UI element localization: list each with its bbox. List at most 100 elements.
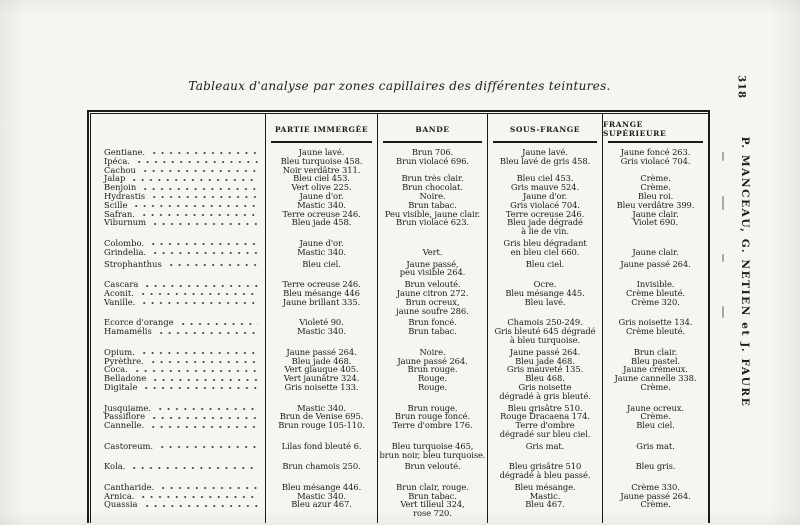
table-cell <box>378 430 487 439</box>
table-cell: Brun rouge foncé. <box>394 411 471 422</box>
substance-name: Quassia <box>104 499 138 510</box>
row-label <box>91 307 265 316</box>
row-label <box>91 227 265 236</box>
dot-leader <box>139 209 258 219</box>
substance-name: Coca. <box>104 364 128 375</box>
table-cell: Bleu jade dégradé <box>507 217 583 228</box>
row-group: Terre ocreuse 246. Bleu mésange 446 Jaune … <box>266 280 377 315</box>
row-label: Jusquiame. <box>91 402 265 413</box>
row-group: Gris noisette 134. Crème bleuté. <box>603 318 708 344</box>
row-label: Scille <box>91 200 265 210</box>
row-label: Arnica. <box>91 491 265 501</box>
substance-name: Jusquiame. <box>104 402 152 413</box>
row-label: Colombo. <box>91 239 265 248</box>
row-group: Bleu turquoise 465, brun noir, bleu turqu… <box>378 441 487 460</box>
table-cell: Jaune d'or. <box>522 190 568 201</box>
header-label: PARTIE IMMERGÉE <box>274 124 369 134</box>
table-header-row: PARTIE IMMERGÉE BANDE SOUS-FRANGE FRANGE… <box>91 114 708 147</box>
scan-artifact <box>722 152 724 161</box>
table-cell: Vert glauque 405. <box>284 364 359 375</box>
table-cell: Bleu grisâtre 510. <box>507 402 583 413</box>
dot-leader <box>150 412 258 422</box>
table-cell: Gris noisette <box>518 381 572 392</box>
header-bande: BANDE <box>378 114 488 147</box>
row-group: Jaune lavé. Bleu turquoise 458. Noir verdâ… <box>266 148 377 236</box>
table-cell: Brun 706. <box>411 147 454 157</box>
table-cell: Mastic 340. <box>297 199 346 210</box>
dot-leader <box>150 191 258 201</box>
header-label: FRANGE SUPÉRIEURE <box>603 120 667 138</box>
table-cell: Gris bleu dégradant <box>503 237 587 248</box>
substance-name: Jalap <box>104 173 126 184</box>
row-group: Bleu ciel. <box>488 259 602 278</box>
row-group: Noire. Jaune passé 264. Brun rouge. Rouge. R… <box>378 346 487 401</box>
row-group: Brun foncé. Brun tabac. <box>378 318 487 344</box>
row-label: Vanille. <box>91 297 265 307</box>
table-cell: Jaune clair. <box>632 246 679 257</box>
table-cell: Rouge. <box>417 373 448 384</box>
table-cell: Jaune d'or. <box>299 237 344 248</box>
table-cell: Jaune passé, <box>406 258 459 269</box>
row-group: Bleu mésange 446. Mastic 340. Bleu azur 46… <box>266 483 377 518</box>
table-cell: Brun ocreux, <box>405 296 460 307</box>
table-cell: Bleu mésange 446. <box>281 481 362 492</box>
row-label: Passiflore <box>91 411 265 422</box>
substance-name: Cantharide. <box>104 481 155 492</box>
header-partie-immergee: PARTIE IMMERGÉE <box>266 114 378 147</box>
row-label: Quassia <box>91 499 265 510</box>
table-cell <box>603 307 708 316</box>
table-cell: Jaune passé 264. <box>286 346 357 357</box>
substance-name: Grindelia. <box>104 246 147 257</box>
table-cell: Bleu 468. <box>525 373 565 384</box>
row-label <box>91 336 265 345</box>
substance-name: Colombo. <box>104 237 145 248</box>
table-title: Tableaux d'analyse par zones capillaires… <box>188 79 611 93</box>
table-cell: Jaune brillant 335. <box>282 296 361 307</box>
substance-name: Benjoin <box>104 182 137 193</box>
substance-name: Cascara <box>104 279 139 290</box>
dot-leader <box>149 421 258 430</box>
table-cell: Mastic 340. <box>297 490 346 501</box>
substance-name: Kola. <box>104 461 126 472</box>
row-group: Ecorce d'orange Hamamélis <box>91 318 265 344</box>
table-column-bande: Brun 706. Brun violacé 696. Brun très clai… <box>378 147 488 523</box>
table-cell: Vert tilleul 324, <box>400 499 465 510</box>
table-cell: Bleu 467. <box>525 499 565 510</box>
table-cell: Bleu mésange 446 <box>283 287 360 298</box>
table-cell: Bleu jade 458. <box>291 217 352 228</box>
table-cell: Brun chocolat. <box>402 182 463 193</box>
dot-leader <box>142 382 258 392</box>
table-cell: Noire. <box>419 346 446 357</box>
table-cell: Jaune lavé. <box>298 147 345 157</box>
table-cell: Bleu grisâtre 510 <box>508 461 582 472</box>
row-group: Gris bleu dégradant en bleu ciel 660. <box>488 239 602 257</box>
table-cell <box>603 451 708 460</box>
table-cell <box>266 227 377 236</box>
substance-name: Pyrèthre. <box>104 355 144 366</box>
header-label: SOUS-FRANGE <box>509 124 581 134</box>
row-group: Bleu grisâtre 510 dégradé à bleu passé. <box>488 462 602 480</box>
substance-name: Passiflore <box>104 411 146 422</box>
row-group: Crème 330. Jaune passé 264. Crème. <box>603 483 708 518</box>
table-cell: à bleu turquoise. <box>509 334 581 345</box>
row-group: Bleu gris. <box>603 462 708 480</box>
table-cell: Bleu azur 467. <box>291 499 352 510</box>
table-cell: Bleu ciel. <box>636 420 675 431</box>
dot-leader <box>140 165 258 175</box>
table-cell: Crème bleuté. <box>625 287 685 298</box>
table-cell: Brun très clair. <box>401 173 464 184</box>
dot-leader <box>138 288 258 298</box>
table-cell: Bleu pastel. <box>631 355 680 366</box>
row-group: Jaune d'or. Mastic 340. <box>266 239 377 257</box>
substance-name: Gentiane. <box>104 147 146 157</box>
table-cell: Bleu ciel. <box>302 258 341 269</box>
table-cell: Gris violacé 704. <box>510 199 580 210</box>
table-cell: Bleu lavé. <box>524 296 566 307</box>
table-cell: Crème. <box>640 381 671 392</box>
table-cell <box>488 307 602 316</box>
table-cell: Mastic 340. <box>297 326 346 337</box>
substance-name: Cannelle. <box>104 420 145 431</box>
table-cell: Bleu turquoise 458. <box>280 155 363 166</box>
table-cell <box>603 336 708 345</box>
table-cell: Bleu mésange. <box>514 481 576 492</box>
